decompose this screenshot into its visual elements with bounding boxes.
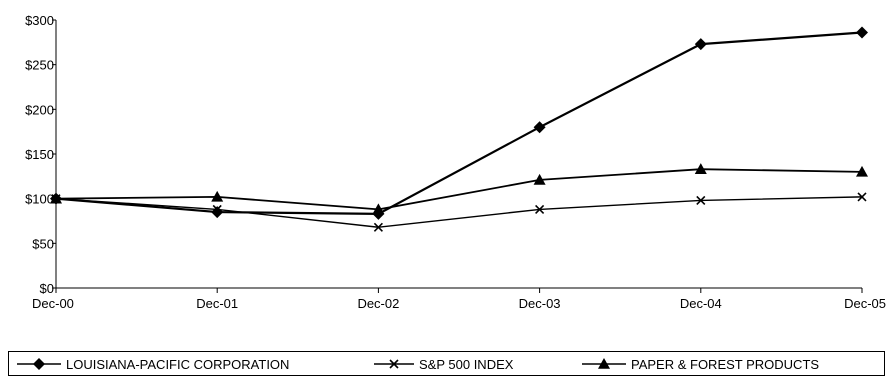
series-line [55, 31, 863, 215]
x-tick-label: Dec-03 [519, 296, 561, 311]
data-point-triangle [372, 203, 385, 215]
data-point-x [696, 195, 706, 206]
data-point-triangle [50, 192, 62, 204]
y-tick-label: $0 [40, 281, 54, 296]
x-axis-ticks: Dec-00 Dec-01 Dec-02 Dec-03 Dec-04 Dec-05 [32, 288, 886, 311]
x-marker-stroke [535, 204, 545, 214]
y-tick-label: $300 [25, 13, 54, 28]
x-marker-stroke [696, 195, 706, 206]
data-point-diamond [533, 121, 546, 134]
data-point-triangle [533, 173, 546, 185]
x-tick-label: Dec-01 [196, 296, 238, 311]
data-point-triangle [856, 165, 868, 177]
x-marker-stroke [857, 192, 867, 202]
x-tick-label: Dec-02 [357, 296, 399, 311]
axes [55, 20, 862, 289]
data-point-diamond [211, 206, 224, 219]
legend: LOUISIANA-PACIFIC CORPORATION S&P 500 IND… [8, 351, 885, 376]
legend-marker-x [389, 359, 399, 369]
y-axis-ticks: $0 $50 $100 $150 $200 $250 $300 [25, 13, 56, 296]
x-marker-stroke [373, 222, 383, 232]
series-diamond [50, 26, 868, 220]
legend-label: PAPER & FOREST PRODUCTS [631, 357, 819, 372]
y-tick-label: $150 [25, 147, 54, 162]
x-tick-label: Dec-05 [844, 296, 886, 311]
data-point-triangle [694, 163, 707, 174]
data-point-x [212, 204, 222, 214]
data-point-triangle [211, 190, 224, 202]
series-x [51, 192, 867, 232]
x-marker-stroke [212, 204, 222, 214]
series-triangle [50, 163, 868, 215]
y-tick-label: $50 [32, 236, 54, 251]
x-tick-label: Dec-04 [680, 296, 722, 311]
data-point-diamond [856, 26, 868, 39]
data-point-x [373, 222, 383, 232]
data-point-x [857, 192, 867, 202]
legend-marker-diamond [33, 358, 45, 370]
data-point-diamond [694, 38, 707, 51]
series-line [55, 168, 863, 211]
legend-box [8, 351, 885, 376]
series-line [55, 196, 863, 228]
legend-label: LOUISIANA-PACIFIC CORPORATION [66, 357, 289, 372]
data-point-x [535, 204, 545, 214]
x-tick-label: Dec-00 [32, 296, 74, 311]
x-marker-stroke [389, 359, 399, 369]
y-tick-label: $200 [25, 102, 54, 117]
legend-label: S&P 500 INDEX [419, 357, 514, 372]
legend-marker-triangle [598, 358, 610, 369]
series-group [50, 26, 868, 232]
y-tick-label: $250 [25, 58, 54, 73]
y-tick-label: $100 [25, 192, 54, 207]
